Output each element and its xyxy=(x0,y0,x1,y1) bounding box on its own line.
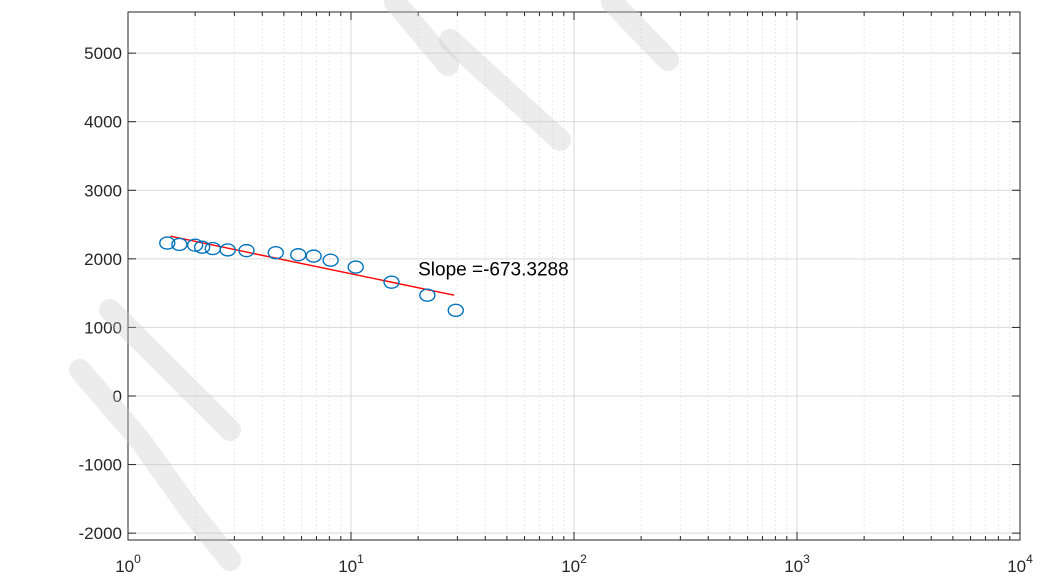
x-tick-label-exponent: 2 xyxy=(580,552,587,566)
x-tick-label-base: 10 xyxy=(115,557,134,576)
data-point xyxy=(159,236,176,250)
slope-annotation: Slope =-673.3288 xyxy=(418,259,569,280)
data-point xyxy=(193,240,211,254)
x-tick-label-base: 10 xyxy=(338,557,357,576)
x-tick-label: 101 xyxy=(338,552,364,576)
data-point xyxy=(347,260,364,274)
y-tick-label: 5000 xyxy=(84,44,122,63)
data-point xyxy=(419,288,436,302)
x-tick-label-exponent: 3 xyxy=(803,552,810,566)
data-point xyxy=(322,253,339,267)
data-point xyxy=(171,237,188,252)
fit-line xyxy=(170,235,455,296)
data-point xyxy=(447,303,464,317)
y-tick-label: -2000 xyxy=(79,524,122,543)
x-tick-label-exponent: 0 xyxy=(134,552,141,566)
y-tick-label: 2000 xyxy=(84,250,122,269)
y-tick-label: 3000 xyxy=(84,181,122,200)
data-point xyxy=(238,243,255,258)
plot-area: 100 101 102 103 104500040003000200010000-100… xyxy=(79,11,1033,576)
y-tick-label: 1000 xyxy=(84,318,122,337)
x-tick-label-base: 10 xyxy=(1007,557,1026,576)
x-tick-label-base: 10 xyxy=(784,557,803,576)
x-tick-label-exponent: 1 xyxy=(357,552,364,566)
y-tick-label: 4000 xyxy=(84,113,122,132)
x-tick-label-exponent: 4 xyxy=(1026,552,1033,566)
y-tick-label: 0 xyxy=(113,387,122,406)
data-point xyxy=(305,249,322,263)
x-tick-label: 104 xyxy=(1007,552,1033,576)
y-tick-label: -1000 xyxy=(79,456,122,475)
x-tick-label: 100 xyxy=(115,552,141,576)
data-point xyxy=(186,238,204,252)
data-point xyxy=(267,245,284,260)
data-point xyxy=(383,275,400,289)
x-tick-label-base: 10 xyxy=(561,557,580,576)
x-tick-label: 102 xyxy=(561,552,587,576)
x-tick-label: 103 xyxy=(784,552,810,576)
data-point xyxy=(219,243,236,257)
